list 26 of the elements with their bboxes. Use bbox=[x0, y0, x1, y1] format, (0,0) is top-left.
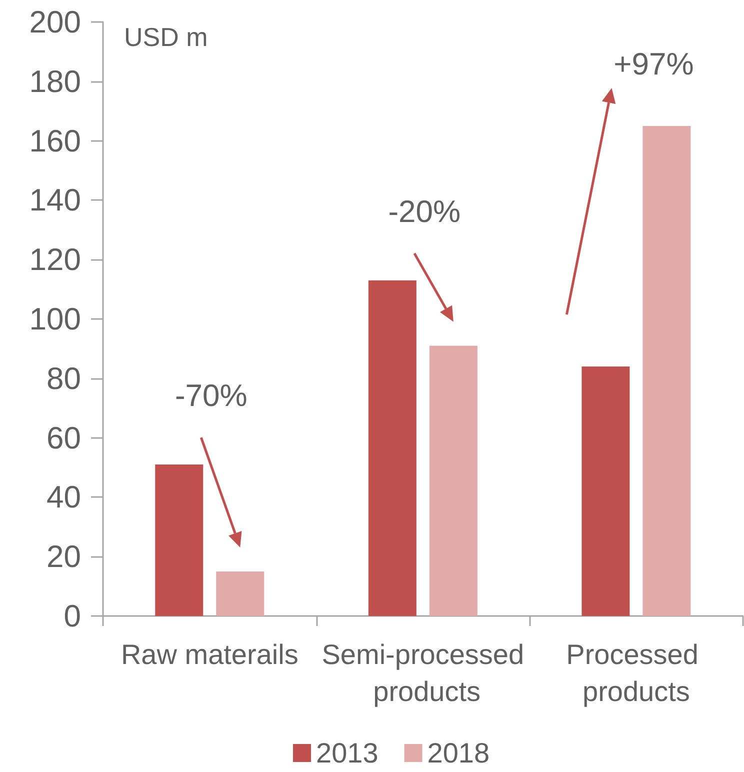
x-tick-label: Semi-processed products bbox=[322, 639, 524, 707]
bar bbox=[216, 571, 264, 616]
bar bbox=[642, 126, 691, 616]
y-tick-label: 120 bbox=[29, 242, 81, 278]
y-tick-label: 40 bbox=[46, 480, 81, 515]
bar bbox=[429, 346, 478, 616]
y-axis-title: USD m bbox=[124, 22, 208, 52]
x-tick-label: Raw materails bbox=[120, 639, 298, 670]
y-tick-label: 0 bbox=[64, 598, 81, 634]
legend-label: 2018 bbox=[427, 738, 490, 768]
y-tick-label: 80 bbox=[46, 360, 81, 396]
y-tick-label: 180 bbox=[29, 64, 81, 99]
legend-label: 2013 bbox=[316, 738, 378, 768]
y-tick-label: 140 bbox=[29, 182, 81, 218]
annotation: +97% bbox=[614, 46, 694, 82]
bar bbox=[582, 366, 630, 616]
y-tick-label: 160 bbox=[29, 123, 81, 158]
y-tick-label: 100 bbox=[29, 302, 81, 336]
bar bbox=[368, 280, 416, 616]
y-tick-label: 20 bbox=[46, 539, 81, 574]
y-tick-label: 200 bbox=[29, 4, 81, 40]
annotation: -20% bbox=[388, 194, 461, 229]
annotation: -70% bbox=[174, 378, 248, 414]
x-tick-label: Processed products bbox=[566, 639, 706, 707]
bar bbox=[155, 464, 204, 616]
y-tick-label: 60 bbox=[46, 420, 81, 456]
